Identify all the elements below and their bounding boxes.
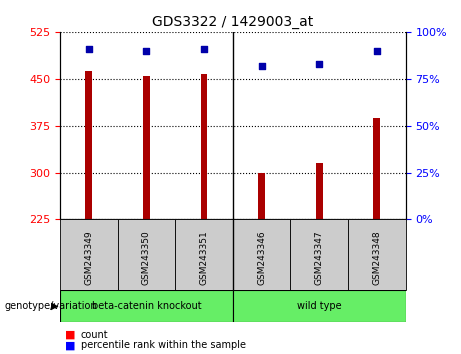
Bar — [290, 219, 348, 290]
Text: beta-catenin knockout: beta-catenin knockout — [92, 301, 201, 311]
Point — [142, 48, 150, 53]
Point — [315, 61, 323, 67]
Text: percentile rank within the sample: percentile rank within the sample — [81, 340, 246, 350]
Text: GSM243350: GSM243350 — [142, 230, 151, 285]
Bar — [233, 219, 290, 290]
Text: GSM243349: GSM243349 — [84, 230, 93, 285]
Text: ■: ■ — [65, 330, 75, 339]
Text: wild type: wild type — [297, 301, 342, 311]
Bar — [201, 74, 207, 219]
Text: GSM243346: GSM243346 — [257, 230, 266, 285]
Bar — [143, 76, 150, 219]
Bar — [60, 219, 118, 290]
Point — [258, 63, 266, 68]
Bar — [233, 290, 406, 322]
Bar — [85, 71, 92, 219]
Text: genotype/variation: genotype/variation — [5, 301, 97, 311]
Point — [85, 46, 92, 52]
Text: GSM243351: GSM243351 — [200, 230, 208, 285]
Text: GSM243347: GSM243347 — [315, 230, 324, 285]
Text: count: count — [81, 330, 108, 339]
Bar — [175, 219, 233, 290]
Point — [373, 48, 381, 53]
Bar — [258, 172, 265, 219]
Title: GDS3322 / 1429003_at: GDS3322 / 1429003_at — [152, 16, 313, 29]
Bar — [118, 219, 175, 290]
Text: ▶: ▶ — [51, 301, 58, 311]
Bar — [348, 219, 406, 290]
Text: ■: ■ — [65, 340, 75, 350]
Bar — [373, 118, 380, 219]
Point — [200, 46, 207, 52]
Bar — [316, 163, 323, 219]
Text: GSM243348: GSM243348 — [372, 230, 381, 285]
Bar — [60, 290, 233, 322]
